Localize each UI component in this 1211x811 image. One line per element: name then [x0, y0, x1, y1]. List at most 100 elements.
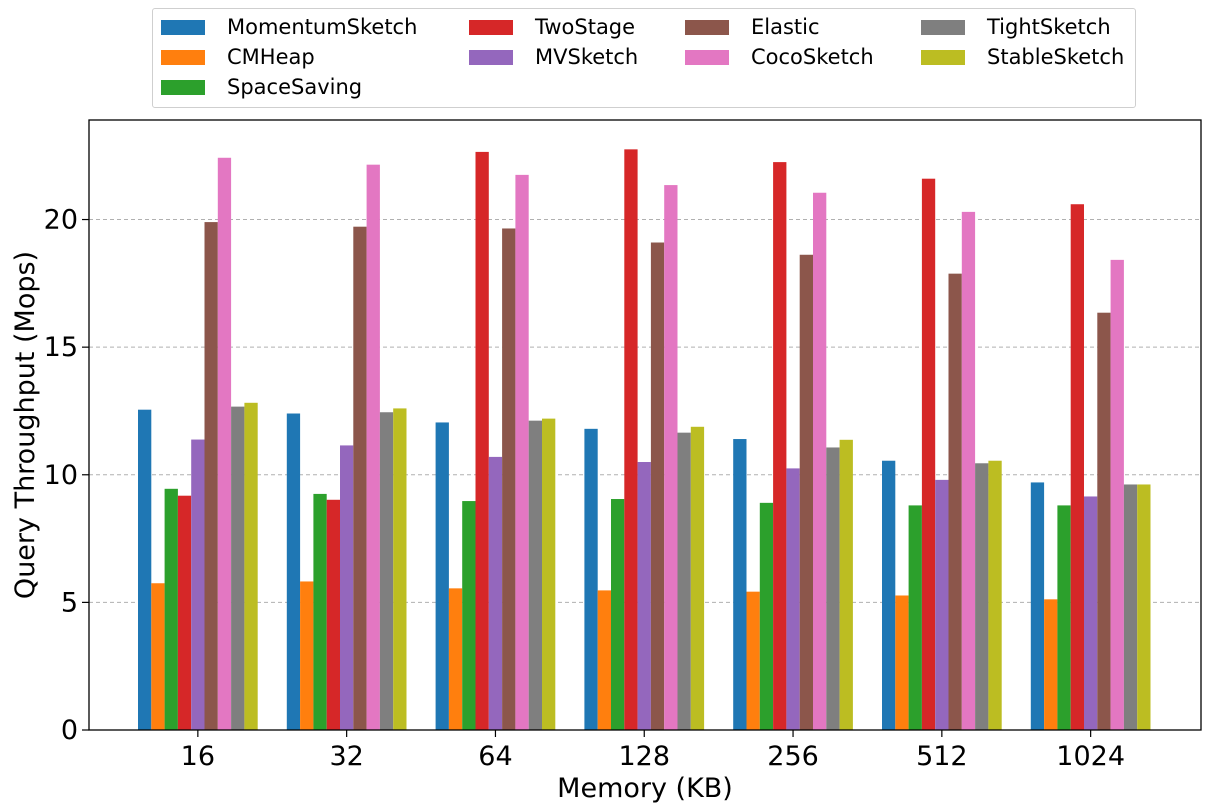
plot-area-frame: [88, 119, 1202, 731]
bar-mvsketch-1024: [1084, 496, 1098, 730]
y-axis: 0 5 10 15 20: [44, 205, 89, 746]
bar-elastic-256: [799, 254, 813, 730]
legend-item-momentumsketch: MomentumSketch: [161, 12, 417, 42]
legend-swatch: [921, 49, 965, 65]
legend-swatch: [469, 19, 513, 35]
bar-cocosketch-16: [217, 157, 232, 730]
bar-momentumsketch-1024: [1030, 482, 1045, 730]
bar-twostage-16: [177, 495, 192, 730]
legend-label: Elastic: [751, 15, 820, 39]
bar-momentumsketch-32: [286, 413, 301, 730]
bar-cocosketch-256: [813, 192, 827, 731]
bar-mvsketch-64: [488, 456, 503, 730]
legend-swatch: [469, 49, 513, 65]
bar-twostage-64: [475, 151, 489, 730]
legend-swatch: [161, 79, 205, 95]
bar-spacesaving-128: [611, 499, 625, 730]
x-tick-label: 64: [478, 741, 512, 772]
bar-tightsketch-16: [231, 406, 245, 730]
bar-stablesketch-256: [839, 439, 853, 730]
bar-momentumsketch-512: [882, 460, 896, 730]
legend: MomentumSketch CMHeap SpaceSaving TwoStage M…: [152, 8, 1136, 108]
bars: [138, 149, 1151, 731]
bar-cocosketch-512: [961, 211, 976, 730]
bar-tightsketch-256: [826, 447, 840, 730]
bar-tightsketch-64: [528, 420, 542, 730]
bar-cmheap-512: [895, 595, 909, 730]
bar-mvsketch-128: [637, 462, 651, 730]
bar-momentumsketch-128: [584, 428, 598, 730]
bar-elastic-32: [353, 226, 367, 730]
bar-stablesketch-512: [988, 460, 1002, 730]
legend-label: MVSketch: [535, 45, 639, 69]
legend-swatch: [921, 19, 965, 35]
y-tick-label: 10: [44, 460, 78, 491]
y-tick-label: 0: [61, 715, 78, 746]
legend-swatch: [161, 49, 205, 65]
bar-spacesaving-16: [164, 488, 178, 730]
bar-mvsketch-32: [340, 445, 354, 730]
legend-swatch: [685, 19, 729, 35]
bar-elastic-512: [948, 273, 962, 730]
bar-cmheap-16: [151, 583, 165, 730]
bar-momentumsketch-256: [733, 439, 747, 730]
x-axis: 16 32 64 128 256 512 1024: [181, 730, 1125, 772]
legend-item-cmheap: CMHeap: [161, 42, 315, 72]
x-tick-label: 512: [916, 741, 968, 772]
legend-label: TightSketch: [987, 15, 1111, 39]
bar-elastic-1024: [1097, 312, 1111, 730]
legend-item-twostage: TwoStage: [469, 12, 635, 42]
bar-cocosketch-32: [366, 164, 380, 731]
bar-momentumsketch-64: [435, 422, 449, 730]
legend-label: StableSketch: [987, 45, 1125, 69]
bar-mvsketch-16: [191, 439, 205, 730]
bar-mvsketch-512: [935, 479, 949, 730]
bar-stablesketch-128: [690, 426, 705, 730]
bar-twostage-1024: [1070, 204, 1084, 731]
legend-item-cocosketch: CocoSketch: [685, 42, 874, 72]
bar-stablesketch-32: [393, 408, 407, 730]
y-axis-label: Query Throughput (Mops): [10, 251, 41, 599]
bar-momentumsketch-16: [138, 409, 152, 730]
bar-twostage-128: [624, 149, 638, 731]
legend-label: CMHeap: [227, 45, 315, 69]
bar-tightsketch-128: [677, 432, 691, 730]
legend-item-stablesketch: StableSketch: [921, 42, 1124, 72]
legend-label: MomentumSketch: [227, 15, 418, 39]
bar-stablesketch-1024: [1137, 484, 1151, 730]
bar-elastic-128: [650, 242, 665, 730]
x-tick-label: 32: [329, 741, 363, 772]
x-tick-label: 256: [767, 741, 819, 772]
legend-label: TwoStage: [535, 15, 636, 39]
bar-tightsketch-1024: [1123, 484, 1138, 730]
y-tick-label: 15: [44, 332, 78, 363]
bar-cmheap-128: [597, 590, 611, 730]
bar-spacesaving-32: [313, 493, 327, 730]
y-tick-label: 20: [44, 205, 78, 236]
legend-label: CocoSketch: [751, 45, 874, 69]
bar-twostage-512: [921, 178, 936, 730]
bar-elastic-64: [502, 228, 516, 730]
legend-item-elastic: Elastic: [685, 12, 820, 42]
bar-cocosketch-128: [664, 185, 678, 730]
bar-twostage-256: [773, 162, 787, 731]
legend-swatch: [685, 49, 729, 65]
legend-swatch: [161, 19, 205, 35]
bar-cmheap-64: [448, 588, 463, 730]
bar-spacesaving-1024: [1057, 505, 1071, 730]
x-axis-label: Memory (KB): [557, 773, 733, 804]
y-tick-label: 5: [61, 587, 78, 618]
legend-label: SpaceSaving: [227, 75, 363, 99]
bar-twostage-32: [326, 499, 340, 730]
bar-tightsketch-32: [379, 412, 394, 730]
bar-mvsketch-256: [786, 468, 800, 730]
bar-spacesaving-64: [462, 501, 476, 730]
bar-cocosketch-64: [515, 174, 529, 730]
bar-cocosketch-1024: [1110, 259, 1124, 730]
bar-elastic-16: [204, 222, 218, 730]
bar-cmheap-1024: [1044, 599, 1058, 730]
bar-tightsketch-512: [975, 463, 989, 730]
x-tick-label: 128: [618, 741, 670, 772]
bar-spacesaving-256: [759, 502, 774, 730]
